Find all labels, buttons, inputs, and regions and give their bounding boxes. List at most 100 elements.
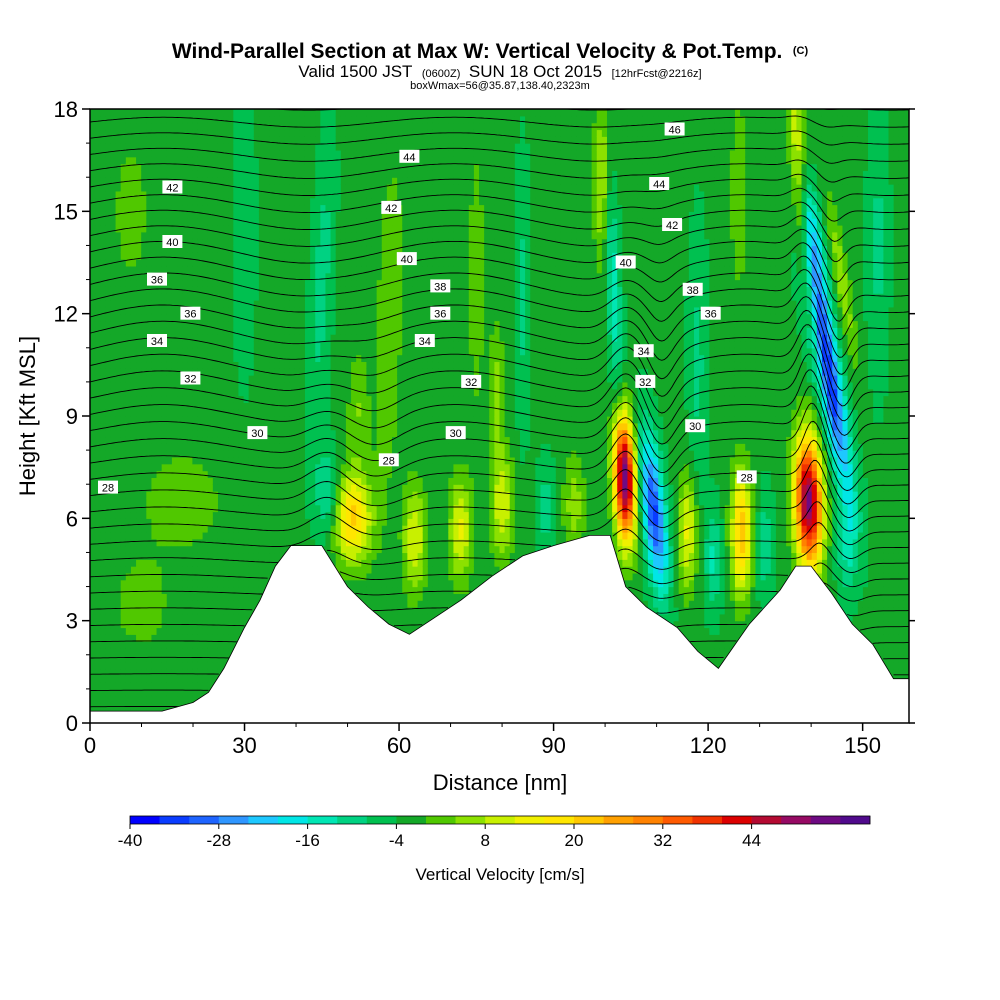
w-cell [90,607,96,614]
w-cell [300,300,306,307]
w-cell [300,484,306,491]
w-cell [341,450,347,457]
w-cell [320,505,326,512]
w-cell [162,505,168,512]
w-cell [223,443,229,450]
w-cell [203,668,209,675]
w-cell [177,259,183,266]
w-cell [264,314,270,321]
w-cell [151,627,157,634]
w-cell [172,150,178,157]
w-cell [192,198,198,205]
w-cell [141,573,147,580]
w-cell [285,116,291,123]
w-cell [233,150,239,157]
w-cell [305,348,311,355]
w-cell [146,430,152,437]
w-cell [305,375,311,382]
w-cell [361,225,367,232]
w-cell [208,627,214,634]
w-cell [233,614,239,621]
w-cell [167,587,173,594]
w-cell [228,600,234,607]
w-cell [172,552,178,559]
w-cell [131,416,137,423]
w-cell [336,273,342,280]
w-cell [295,150,301,157]
w-cell [187,157,193,164]
w-cell [157,457,163,464]
w-cell [131,539,137,546]
w-cell [274,239,280,246]
w-cell [228,205,234,212]
w-cell [238,491,244,498]
w-cell [331,314,337,321]
w-cell [126,627,132,634]
w-cell [228,143,234,150]
w-cell [356,211,362,218]
w-cell [197,109,203,116]
w-cell [208,341,214,348]
w-cell [274,314,280,321]
w-cell [285,259,291,266]
w-cell [162,259,168,266]
w-cell [192,273,198,280]
w-cell [305,477,311,484]
w-cell [320,409,326,416]
w-cell [172,123,178,130]
w-cell [218,143,224,150]
w-cell [361,191,367,198]
w-cell [141,361,147,368]
w-cell [295,484,301,491]
w-cell [203,525,209,532]
w-cell [305,334,311,341]
w-cell [172,293,178,300]
w-cell [366,307,372,314]
w-cell [177,471,183,478]
w-cell [177,614,183,621]
w-cell [177,266,183,273]
w-cell [151,259,157,266]
w-cell [244,607,250,614]
w-cell [259,532,265,539]
w-cell [172,252,178,259]
w-cell [259,491,265,498]
w-cell [274,484,280,491]
w-cell [238,566,244,573]
w-cell [341,546,347,553]
w-cell [172,164,178,171]
w-cell [356,341,362,348]
w-cell [172,307,178,314]
w-cell [366,355,372,362]
w-cell [325,546,331,553]
w-cell [203,430,209,437]
w-cell [305,389,311,396]
w-cell [285,211,291,218]
w-cell [121,361,127,368]
w-cell [187,123,193,130]
w-cell [325,300,331,307]
w-cell [121,668,127,675]
w-cell [121,450,127,457]
w-cell [162,696,168,703]
w-cell [300,191,306,198]
w-cell [146,252,152,259]
w-cell [259,266,265,273]
w-cell [131,191,137,198]
w-cell [167,457,173,464]
w-cell [146,518,152,525]
w-cell [259,211,265,218]
w-cell [346,280,352,287]
w-cell [249,259,255,266]
w-cell [146,532,152,539]
w-cell [269,402,275,409]
w-cell [249,218,255,225]
w-cell [305,314,311,321]
w-cell [305,266,311,273]
w-cell [269,484,275,491]
w-cell [259,320,265,327]
w-cell [366,198,372,205]
w-cell [218,430,224,437]
w-cell [372,566,378,573]
w-cell [162,361,168,368]
